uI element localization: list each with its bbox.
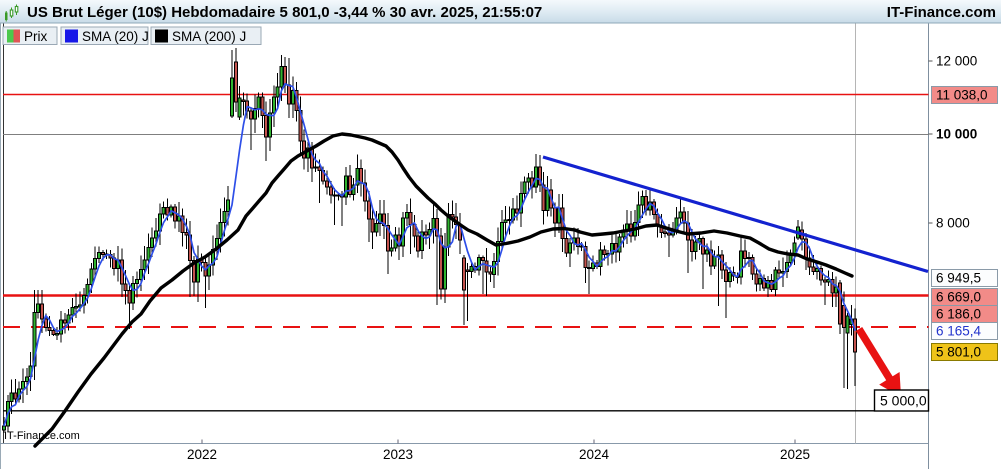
svg-text:SMA (200) J: SMA (200) J xyxy=(172,29,246,44)
svg-text:6 165,4: 6 165,4 xyxy=(936,324,982,339)
svg-text:11 038,0: 11 038,0 xyxy=(936,88,988,103)
svg-text:5 000,0: 5 000,0 xyxy=(880,393,927,409)
svg-text:2023: 2023 xyxy=(383,447,413,462)
svg-text:2024: 2024 xyxy=(579,447,610,462)
svg-text:US Brut Léger (10$) Hebdomadai: US Brut Léger (10$) Hebdomadaire 5 801,0… xyxy=(27,4,542,21)
svg-text:10 000: 10 000 xyxy=(936,127,977,142)
svg-text:6 186,0: 6 186,0 xyxy=(936,307,981,322)
svg-text:12 000: 12 000 xyxy=(936,54,977,69)
svg-text:Prix: Prix xyxy=(24,29,47,44)
svg-text:6 669,0: 6 669,0 xyxy=(936,290,981,305)
svg-text:IT-Finance.com: IT-Finance.com xyxy=(887,4,996,21)
svg-text:2025: 2025 xyxy=(780,447,810,462)
svg-text:IT-Finance.com: IT-Finance.com xyxy=(4,430,80,442)
svg-text:8 000: 8 000 xyxy=(936,216,970,231)
svg-text:2022: 2022 xyxy=(187,447,217,462)
svg-text:5 801,0: 5 801,0 xyxy=(936,345,981,360)
svg-text:SMA (20) J: SMA (20) J xyxy=(82,29,149,44)
svg-text:6 949,5: 6 949,5 xyxy=(936,271,981,286)
